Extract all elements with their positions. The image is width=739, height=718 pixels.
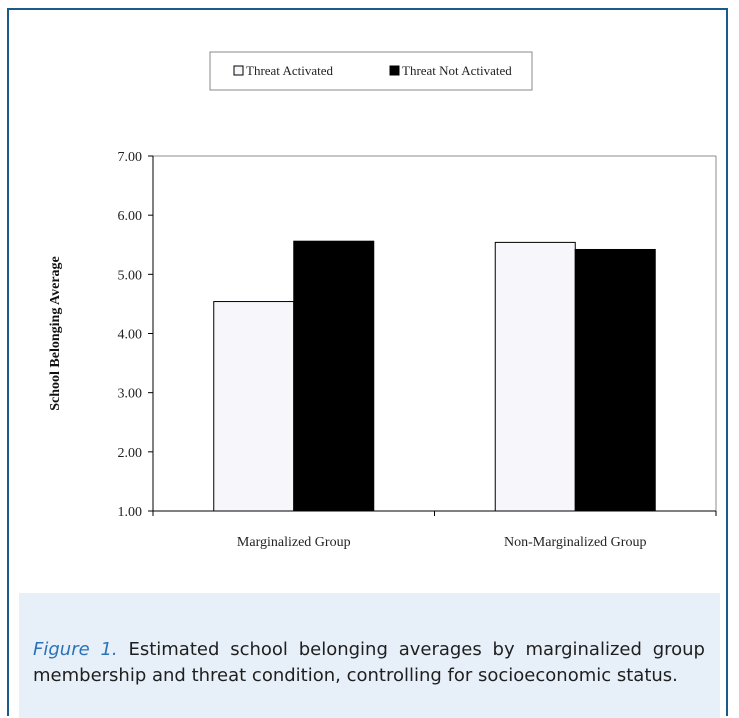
chart-panel: Threat Activated Threat Not Activated 1.00… [19, 20, 720, 593]
y-tick-label-0: 1.00 [118, 505, 143, 520]
bar-1-2 [494, 241, 576, 512]
y-axis-label: School Belonging Average [48, 256, 63, 411]
figure-caption: Figure 1. Estimated school belonging ave… [33, 637, 705, 689]
y-tick-label-3: 4.00 [118, 328, 143, 343]
figure-label: Figure 1. [33, 639, 118, 660]
bar-2-1 [293, 240, 375, 512]
legend-box [209, 51, 533, 91]
legend-swatch-2 [389, 65, 400, 76]
figure-frame: Threat Activated Threat Not Activated 1.00… [7, 8, 728, 718]
y-tick-label-2: 3.00 [118, 387, 143, 402]
figure-caption-text: Estimated school belonging averages by m… [33, 639, 705, 686]
y-tick-label-4: 5.00 [118, 268, 143, 283]
y-tick-label-1: 2.00 [118, 446, 143, 461]
y-tick-label-5: 6.00 [118, 209, 143, 224]
y-tick-label-6: 7.00 [118, 150, 143, 165]
bar-1-1 [213, 301, 295, 512]
legend-label-2: Threat Not Activated [402, 63, 512, 78]
x-category-label-2: Non-Marginalized Group [504, 535, 646, 550]
x-category-label-1: Marginalized Group [237, 535, 351, 550]
caption-panel: Figure 1. Estimated school belonging ave… [19, 593, 720, 718]
legend-label-1: Threat Activated [246, 63, 333, 78]
legend-swatch-1 [233, 65, 244, 76]
bar-2-2 [574, 248, 656, 512]
bar-chart: Threat Activated Threat Not Activated 1.00… [48, 51, 717, 550]
